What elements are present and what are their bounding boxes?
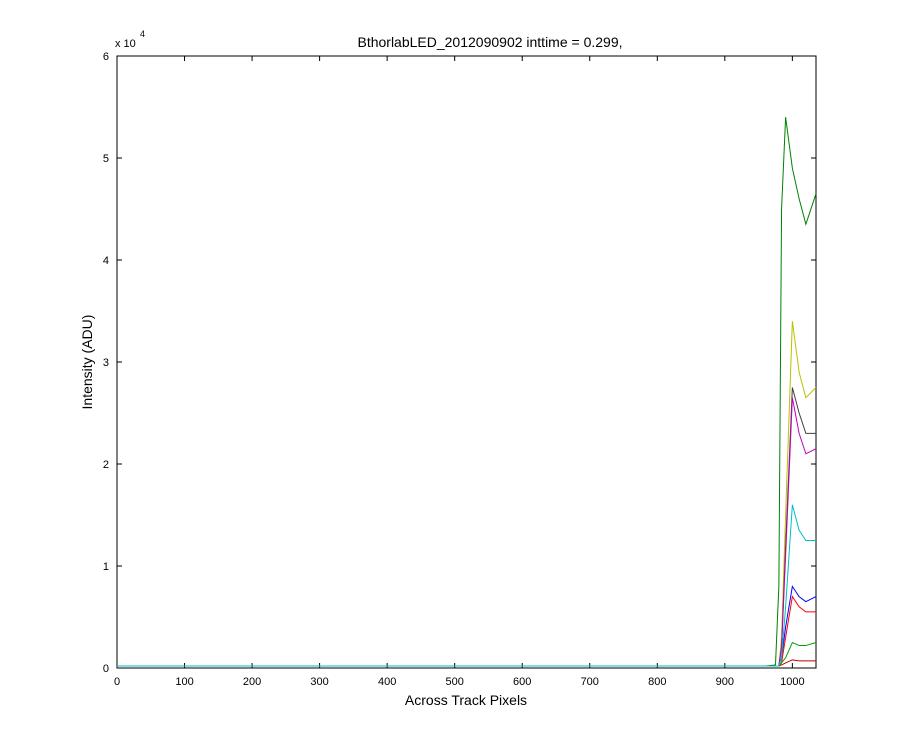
y-multiplier-exponent: 4 bbox=[140, 29, 145, 39]
x-tick-label: 900 bbox=[716, 676, 734, 688]
x-tick-label: 800 bbox=[648, 676, 666, 688]
x-tick-label: 100 bbox=[175, 676, 193, 688]
y-tick-label: 3 bbox=[103, 357, 109, 369]
y-tick-label: 2 bbox=[103, 459, 109, 471]
y-tick-label: 5 bbox=[103, 153, 109, 165]
chart-title: BthorlabLED_2012090902 inttime = 0.299, bbox=[357, 34, 622, 50]
y-tick-label: 6 bbox=[103, 51, 109, 63]
y-tick-label: 0 bbox=[103, 663, 109, 675]
series-line bbox=[117, 504, 816, 667]
x-tick-label: 1000 bbox=[780, 676, 804, 688]
x-tick-label: 200 bbox=[243, 676, 261, 688]
series-line bbox=[117, 117, 817, 667]
x-tick-label: 400 bbox=[378, 676, 396, 688]
x-tick-label: 0 bbox=[114, 676, 120, 688]
x-tick-label: 600 bbox=[513, 676, 531, 688]
y-tick-label: 4 bbox=[103, 255, 109, 267]
x-tick-label: 300 bbox=[310, 676, 328, 688]
plot-area bbox=[116, 55, 817, 669]
y-axis-label: Intensity (ADU) bbox=[79, 315, 95, 410]
x-tick-label: 700 bbox=[581, 676, 599, 688]
y-tick-label: 1 bbox=[103, 561, 109, 573]
x-tick-label: 500 bbox=[446, 676, 464, 688]
y-multiplier: x 10 bbox=[115, 38, 136, 50]
x-axis-label: Across Track Pixels bbox=[405, 692, 527, 708]
